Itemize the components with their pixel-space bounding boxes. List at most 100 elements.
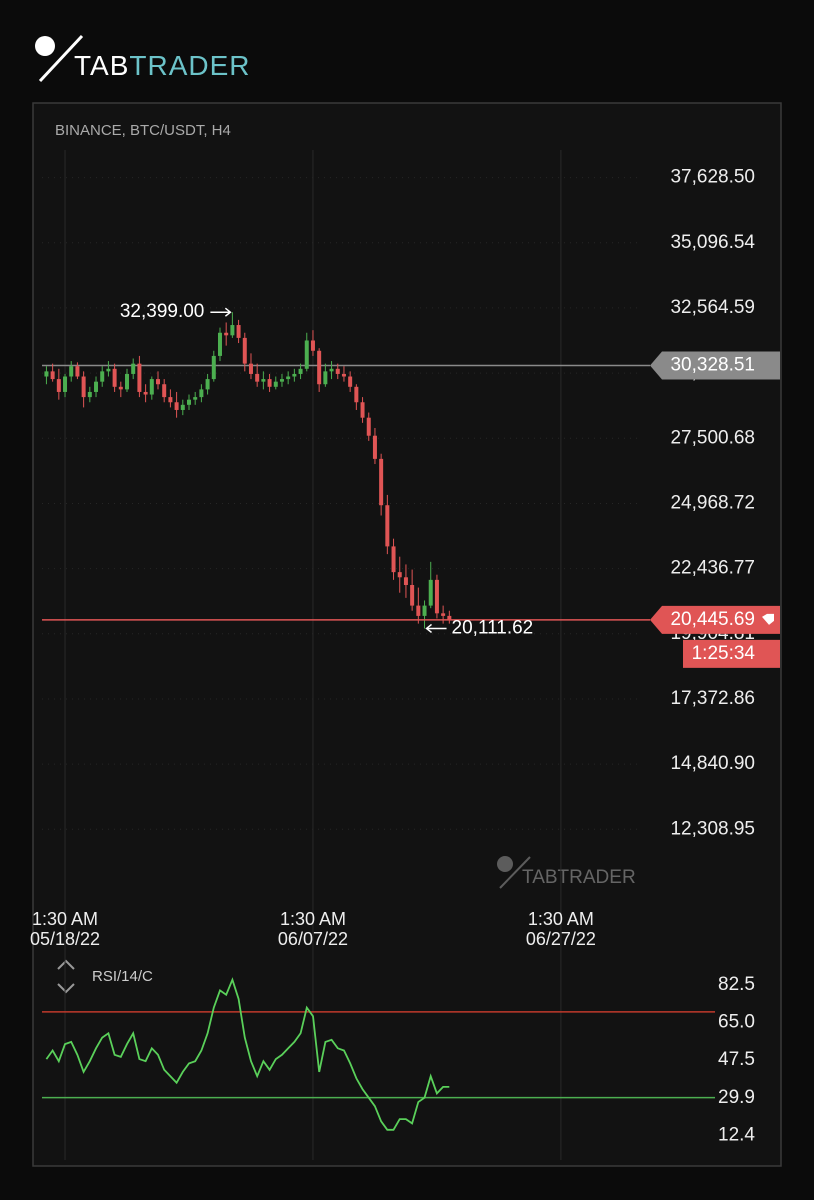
candle-body [447,615,452,620]
candle-body [335,368,340,374]
candle-body [156,379,161,385]
candle-body [118,386,123,390]
candle-body [69,366,74,377]
candle-body [341,373,346,377]
last-price-tag-label: 20,445.69 [670,609,755,630]
candle-body [193,397,198,400]
candle-body [199,389,204,398]
candle-body [168,397,173,403]
x-tick-label: 1:30 AM [32,909,98,929]
candle-body [87,391,92,398]
price-line-tag-label: 30,328.51 [670,354,755,375]
candle-body [63,376,68,392]
high-label: 32,399.00 [120,301,205,322]
price-line-tag [650,351,780,380]
candle-body [149,379,154,395]
x-tick-label: 1:30 AM [528,909,594,929]
logo-left: TAB [74,50,129,81]
logo-text: TABTRADER [74,50,251,81]
candle-body [428,579,433,606]
candle-body [329,368,334,372]
watermark-slash [499,856,531,889]
candle-body [273,381,278,387]
candle-body [224,332,229,336]
watermark-text: TABTRADER [522,867,636,888]
rsi-title: RSI/14/C [92,968,153,985]
x-tick-label: 1:30 AM [280,909,346,929]
rsi-line [45,977,450,1131]
candle-body [354,386,359,403]
candle-body [416,605,421,616]
x-tick-label: 05/18/22 [30,929,100,949]
candle-body [323,371,328,385]
low-arrow-head [425,623,433,634]
y-tick-label: 47.5 [718,1049,755,1070]
x-tick-label: 06/07/22 [278,929,348,949]
candle-body [422,605,427,616]
tag-icon [762,613,774,625]
candle-body [403,577,408,586]
candle-body [94,381,99,392]
candle-body [441,613,446,616]
candle-body [385,505,390,547]
candle-body [286,376,291,380]
candle-body [317,350,322,385]
candle-body [372,435,377,459]
logo-slash [38,34,84,83]
candle-body [304,340,309,369]
candle-body [50,371,55,380]
candle-body [434,579,439,614]
candle-body [162,384,167,398]
y-tick-label: 27,500.68 [670,427,755,448]
chart-title: BINANCE, BTC/USDT, H4 [55,122,231,139]
candle-body [366,417,371,436]
candle-body [261,379,266,382]
countdown-box [683,639,780,668]
watermark-dot [497,856,513,872]
logo-right: TRADER [129,50,250,81]
candle-body [131,363,136,374]
candle-body [298,368,303,374]
collapse-up[interactable] [57,959,75,970]
chart-frame [32,102,782,1167]
candle-body [230,325,235,336]
candle-body [186,399,191,405]
candle-body [180,404,185,410]
y-tick-label: 24,968.72 [670,492,755,513]
candle-body [255,373,260,382]
candle-body [292,373,297,377]
y-tick-label: 14,840.90 [670,753,755,774]
y-tick-label: 82.5 [718,974,755,995]
y-tick-label: 29.9 [718,1087,755,1108]
y-tick-label: 65.0 [718,1012,755,1033]
candle-body [242,337,247,364]
candle-body [360,402,365,418]
candle-body [348,376,353,387]
y-tick-label: 12,308.95 [670,818,755,839]
low-label: 20,111.62 [452,617,534,638]
candle-body [397,572,402,578]
candle-body [279,379,284,382]
candle-body [211,355,216,380]
candle-body [106,368,111,372]
candle-body [236,325,241,338]
candle-body [410,585,415,606]
x-tick-label: 06/27/22 [526,929,596,949]
collapse-down[interactable] [57,983,75,994]
candle-body [248,363,253,374]
countdown: 1:25:34 [692,643,756,664]
y-tick-label: 35,096.54 [670,232,755,253]
y-tick-label: 17,372.86 [670,688,755,709]
candle-body [100,371,105,382]
y-tick-label: 12.4 [718,1124,755,1145]
last-price-tag [650,605,780,634]
candle-body [217,332,222,356]
candle-body [44,371,49,377]
candle-body [379,458,384,506]
watermark-left: TAB [522,867,558,888]
candle-body [267,379,272,387]
y-tick-label: 37,628.50 [670,167,755,188]
watermark-right: TRADER [558,867,636,888]
high-arrow-head [224,307,232,317]
